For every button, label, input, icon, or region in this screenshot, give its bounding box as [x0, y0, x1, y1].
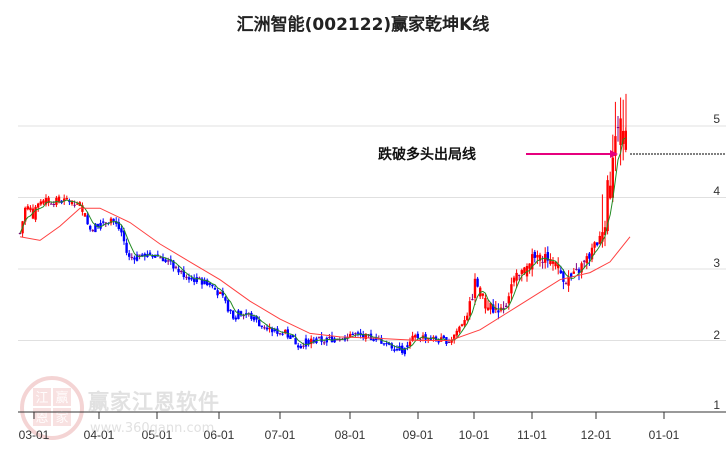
y-tick-4: 4	[713, 184, 720, 198]
x-tick-12-01: 12-01	[580, 428, 612, 442]
x-tick-07-01: 07-01	[264, 428, 296, 442]
x-tick-05-01: 05-01	[141, 428, 173, 442]
chart-title: 汇洲智能(002122)赢家乾坤K线	[236, 15, 490, 35]
x-tick-03-01: 03-01	[18, 428, 50, 442]
y-tick-3: 3	[713, 256, 720, 270]
y-tick-2: 2	[713, 328, 720, 342]
x-tick-08-01: 08-01	[334, 428, 366, 442]
svg-text:赢: 赢	[55, 390, 68, 406]
watermark-url: www.360gann.com	[90, 421, 215, 436]
x-tick-11-01: 11-01	[517, 428, 547, 442]
x-tick-01-01: 01-01	[648, 428, 680, 442]
svg-text:家: 家	[55, 410, 68, 426]
x-tick-10-01: 10-01	[458, 428, 490, 442]
watermark-text: 赢家江恩软件	[88, 390, 220, 414]
svg-text:恩: 恩	[35, 411, 48, 426]
x-tick-04-01: 04-01	[83, 428, 115, 442]
x-tick-09-01: 09-01	[402, 428, 434, 442]
y-tick-1: 1	[713, 398, 720, 412]
y-tick-5: 5	[713, 112, 720, 126]
svg-text:江: 江	[35, 391, 48, 406]
exit-line-annotation: 跌破多头出局线	[378, 147, 476, 163]
x-tick-06-01: 06-01	[203, 428, 235, 442]
